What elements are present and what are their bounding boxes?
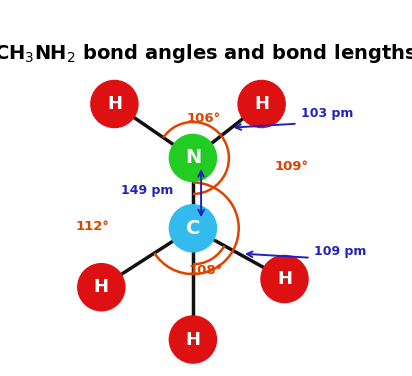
Circle shape bbox=[169, 135, 216, 182]
Text: C: C bbox=[186, 219, 200, 238]
Text: 103 pm: 103 pm bbox=[301, 107, 353, 120]
Text: 106°: 106° bbox=[186, 112, 220, 125]
Text: 108°: 108° bbox=[189, 264, 223, 277]
Circle shape bbox=[238, 80, 285, 127]
Text: H: H bbox=[107, 95, 122, 113]
Circle shape bbox=[78, 264, 125, 311]
Circle shape bbox=[91, 80, 138, 127]
Text: 112°: 112° bbox=[75, 220, 109, 233]
Text: 109°: 109° bbox=[275, 160, 309, 173]
Text: H: H bbox=[185, 331, 200, 349]
Circle shape bbox=[261, 255, 308, 303]
Text: N: N bbox=[185, 149, 201, 167]
Circle shape bbox=[169, 205, 216, 252]
Text: CH$_3$NH$_2$ bond angles and bond lengths: CH$_3$NH$_2$ bond angles and bond length… bbox=[0, 42, 412, 65]
Text: 149 pm: 149 pm bbox=[121, 184, 173, 197]
Circle shape bbox=[169, 316, 216, 363]
Text: H: H bbox=[94, 278, 109, 296]
Text: 109 pm: 109 pm bbox=[314, 245, 366, 258]
Text: H: H bbox=[277, 270, 292, 288]
Text: H: H bbox=[254, 95, 269, 113]
